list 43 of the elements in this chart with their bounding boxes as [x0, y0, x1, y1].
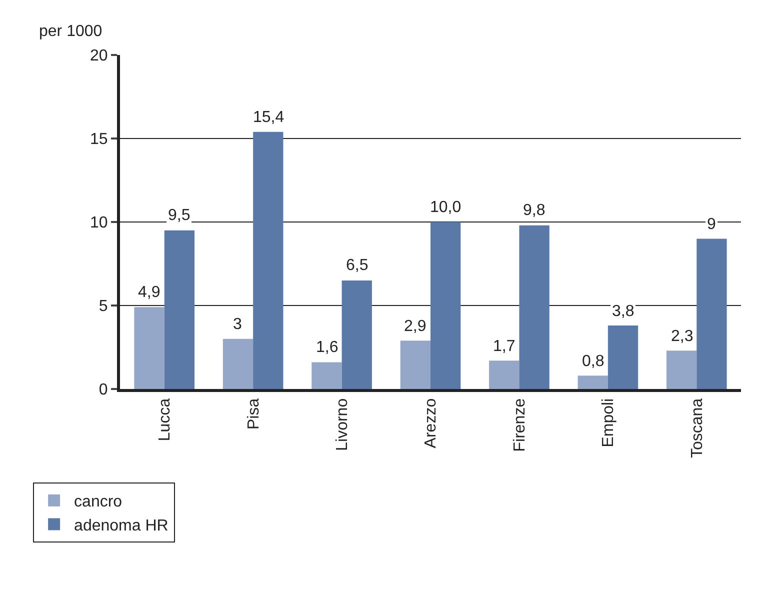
data-label: 15,4	[253, 109, 284, 126]
data-label: 10,0	[430, 199, 462, 216]
x-tick-label: Lucca	[156, 398, 174, 442]
bar	[164, 230, 195, 389]
bar	[608, 326, 638, 389]
x-tick-label: Toscana	[688, 398, 706, 458]
bar	[489, 360, 520, 389]
y-tick-label: 5	[98, 298, 108, 316]
data-label: 1,7	[493, 338, 516, 355]
bar	[253, 132, 284, 389]
y-tick-label: 0	[98, 382, 108, 399]
data-label: 2,3	[671, 328, 694, 345]
data-label: 3,8	[612, 303, 634, 320]
bar	[696, 238, 727, 389]
x-tick-label: Empoli	[600, 398, 618, 448]
y-tick-label: 20	[90, 48, 108, 65]
x-tick-label: Livorno	[334, 398, 351, 451]
bar	[430, 222, 461, 389]
x-tick-label: Firenze	[511, 398, 528, 452]
bar	[400, 340, 430, 389]
bar	[134, 307, 164, 389]
bar	[578, 376, 608, 389]
bar	[519, 225, 550, 389]
data-label: 6,5	[346, 257, 368, 274]
data-label: 4,9	[138, 284, 160, 301]
y-axis-title: per 1000	[39, 23, 102, 40]
data-label: 2,9	[404, 318, 426, 335]
data-label: 1,6	[316, 339, 338, 356]
legend-label: cancro	[74, 494, 122, 511]
data-label: 3	[233, 316, 242, 333]
y-tick-label: 15	[90, 131, 108, 148]
legend-label: adenoma HR	[74, 517, 168, 534]
bar	[222, 338, 254, 389]
bar	[312, 362, 342, 389]
data-label: 0,8	[582, 353, 604, 370]
x-tick-label: Pisa	[245, 398, 262, 430]
bar	[666, 350, 697, 389]
data-label: 9	[707, 216, 716, 233]
bar	[342, 280, 372, 389]
data-label: 9,5	[168, 207, 190, 224]
data-label: 9,8	[523, 202, 546, 219]
y-tick-label: 10	[90, 214, 108, 232]
x-tick-label: Arezzo	[422, 398, 440, 448]
